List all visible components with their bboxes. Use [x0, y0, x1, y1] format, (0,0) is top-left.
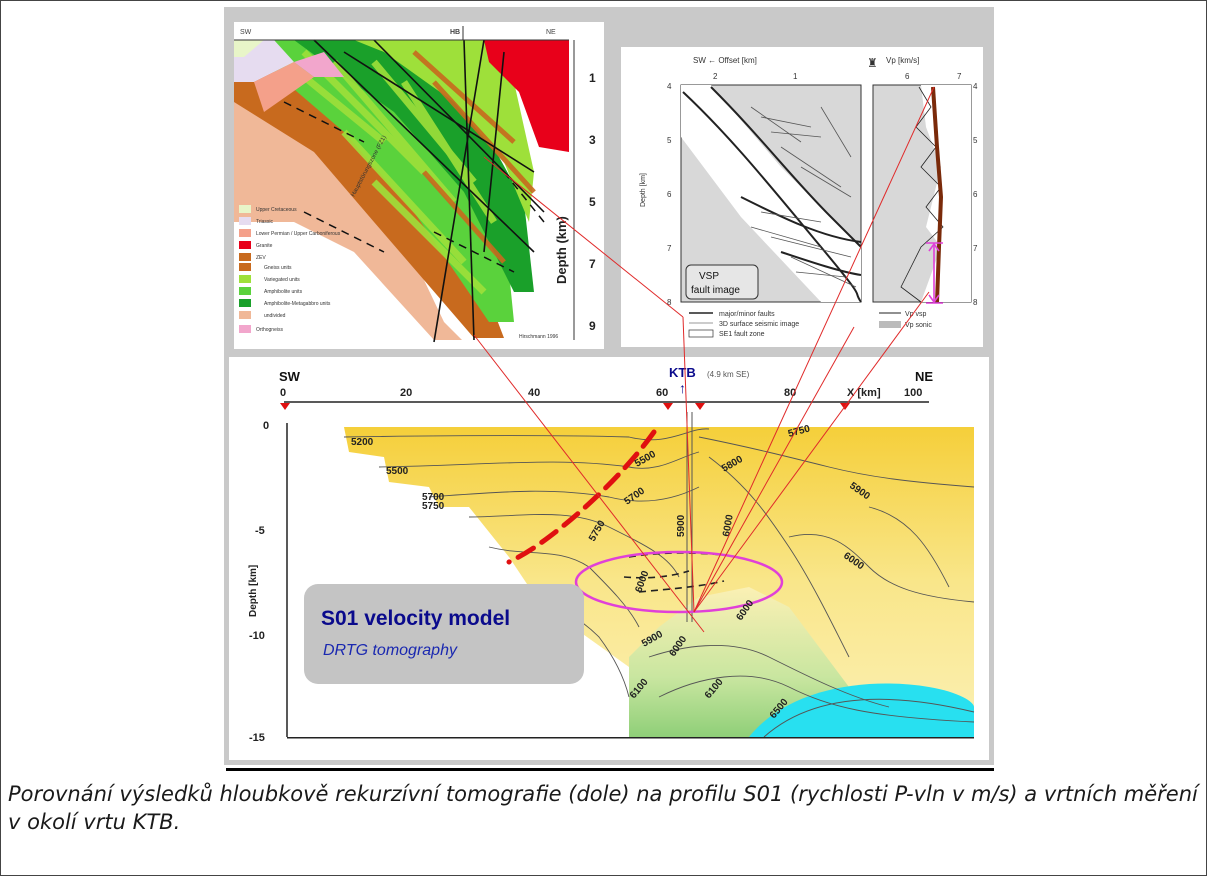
y-tick: -15 — [249, 732, 265, 744]
tomo-sw-label: SW — [279, 369, 301, 384]
model-title: S01 velocity model — [321, 607, 510, 630]
vp-depth-tick: 6 — [973, 190, 978, 199]
vsp-vp-tick: 6 — [905, 72, 910, 81]
vsp-offset-tick: 2 — [713, 72, 718, 81]
legend-label: Triassic — [256, 219, 274, 225]
geo-credit: Hirschmann 1996 — [519, 334, 558, 340]
geo-depth-tick: 9 — [589, 319, 596, 333]
legend-label: Amphibolite-Metagabbro units — [264, 301, 331, 307]
contour-label: 5750 — [422, 501, 445, 512]
vp-legend-label: Vp vsp — [905, 311, 927, 318]
legend-swatch — [239, 205, 251, 213]
legend-label: Variegated units — [264, 277, 300, 283]
ktb-label: KTB — [669, 365, 696, 380]
vp-depth-tick: 8 — [973, 298, 978, 307]
geo-depth-tick: 3 — [589, 133, 596, 147]
legend-swatch — [239, 325, 251, 333]
geo-depth-axis-label: Depth (km) — [554, 216, 569, 284]
ktb-note: (4.9 km SE) — [707, 370, 750, 379]
geo-depth-tick: 1 — [589, 71, 596, 85]
legend-swatch — [239, 253, 251, 261]
vsp-svg: SW ← Offset [km] Vp [km/s] ♜ 2 1 6 7 — [640, 56, 978, 338]
vsp-legend-label: major/minor faults — [719, 311, 775, 318]
legend-label: Granite — [256, 243, 273, 249]
legend-label: undivided — [264, 313, 286, 319]
well-icon: ♜ — [867, 56, 878, 70]
geology-legend: Upper Cretaceous Triassic Lower Permian … — [239, 205, 341, 333]
y-axis-label: Depth [km] — [248, 565, 259, 617]
vp-legend-label: Vp sonic — [905, 322, 932, 329]
velocity-model: 5200 5500 5700 5750 5500 5700 5750 5900 … — [343, 412, 975, 738]
x-tick: 40 — [528, 387, 540, 399]
vsp-depth-tick: 4 — [667, 82, 672, 91]
x-tick: 100 — [904, 387, 922, 399]
legend-swatch — [239, 263, 251, 271]
y-tick: 0 — [263, 420, 269, 432]
legend-swatch — [239, 287, 251, 295]
legend-label: Upper Cretaceous — [256, 207, 297, 213]
vp-legend: Vp vsp Vp sonic — [879, 311, 932, 329]
x-axis-label: X [km] — [847, 387, 881, 399]
legend-swatch — [239, 217, 251, 225]
geo-depth-tick: 5 — [589, 195, 596, 209]
x-tick: 80 — [784, 387, 796, 399]
geo-hb-label: HB — [450, 29, 460, 36]
legend-swatch — [239, 229, 251, 237]
vsp-legend: major/minor faults 3D surface seismic im… — [688, 311, 799, 338]
legend-label: Orthogneiss — [256, 327, 283, 333]
ktb-arrow-icon: ↑ — [679, 380, 686, 396]
tomography-panel: SW NE KTB (4.9 km SE) ↑ 0 20 40 60 80 10… — [229, 357, 989, 760]
vsp-panel: SW ← Offset [km] Vp [km/s] ♜ 2 1 6 7 — [621, 47, 983, 347]
vsp-depth-label: Depth [km] — [640, 173, 647, 207]
x-tick: 60 — [656, 387, 668, 399]
vsp-box-line1: VSP — [699, 271, 719, 282]
caption-rule — [226, 768, 994, 771]
contour-label: 5900 — [676, 514, 687, 537]
x-tick: 0 — [280, 387, 286, 399]
vp-depth-tick: 4 — [973, 82, 978, 91]
geology-svg: SW HB NE Hauptstörungszone (FZ1) Hirschm… — [234, 26, 604, 349]
vsp-depth-tick: 7 — [667, 244, 672, 253]
legend-label: Lower Permian / Upper Carboniferous — [256, 231, 341, 237]
vsp-box-line2: fault image — [691, 285, 740, 296]
model-subtitle: DRTG tomography — [323, 642, 458, 659]
legend-label: Gneiss units — [264, 265, 292, 271]
vp-depth-tick: 7 — [973, 244, 978, 253]
legend-swatch — [239, 241, 251, 249]
vsp-offset-title: SW ← Offset [km] — [693, 56, 757, 65]
model-title-box — [304, 584, 584, 684]
geo-depth-tick: 7 — [589, 257, 596, 271]
contour-label: 5200 — [351, 437, 374, 448]
tomography-svg: SW NE KTB (4.9 km SE) ↑ 0 20 40 60 80 10… — [248, 365, 975, 744]
vsp-vp-tick: 7 — [957, 72, 962, 81]
legend-swatch — [239, 299, 251, 307]
x-tick: 20 — [400, 387, 412, 399]
contour-label: 5500 — [386, 466, 409, 477]
y-tick: -5 — [255, 525, 265, 537]
vsp-depth-tick: 6 — [667, 190, 672, 199]
vsp-legend-label: 3D surface seismic image — [719, 321, 799, 328]
legend-label: Amphibolite units — [264, 289, 303, 295]
y-tick: -10 — [249, 630, 265, 642]
vsp-vp-title: Vp [km/s] — [886, 56, 919, 65]
tomo-ne-label: NE — [915, 369, 933, 384]
figure-composite: SW HB NE Hauptstörungszone (FZ1) Hirschm… — [224, 7, 994, 765]
vp-depth-tick: 5 — [973, 136, 978, 145]
figure-caption: Porovnání výsledků hloubkově rekurzívní … — [8, 782, 1198, 834]
geo-sw-label: SW — [240, 29, 252, 36]
vsp-depth-tick: 8 — [667, 298, 672, 307]
geo-ne-label: NE — [546, 29, 556, 36]
vsp-depth-tick: 5 — [667, 136, 672, 145]
geology-cross-section: SW HB NE Hauptstörungszone (FZ1) Hirschm… — [234, 22, 604, 349]
vsp-offset-tick: 1 — [793, 72, 798, 81]
contour-label: 5700 — [422, 492, 445, 503]
legend-swatch — [239, 275, 251, 283]
legend-swatch — [239, 311, 251, 319]
vsp-legend-label: SE1 fault zone — [719, 331, 765, 338]
legend-label: ZEV — [256, 255, 266, 261]
